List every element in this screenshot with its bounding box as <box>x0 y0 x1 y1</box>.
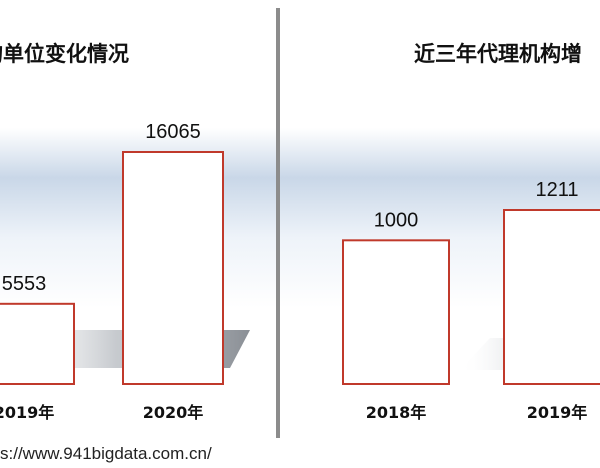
chart-title-right: 近三年代理机构增 <box>414 42 582 66</box>
data-label: 1000 <box>374 209 419 231</box>
category-label: 2020年 <box>143 403 204 422</box>
bar-2019年 <box>503 209 600 385</box>
category-label: 2018年 <box>366 403 427 422</box>
bar-2019年 <box>0 302 75 385</box>
data-label: 5553 <box>2 273 47 295</box>
data-label: 16065 <box>145 121 201 143</box>
data-label: 1211 <box>535 179 578 201</box>
chart-panel-right: 近三年代理机构增 1000 2018年 1211 2019年 <box>278 8 600 438</box>
bar-chart-right: 1000 2018年 1211 2019年 <box>342 179 600 422</box>
chart-title-left: 构单位变化情况 <box>0 42 129 66</box>
chart-panel-left: 构单位变化情况 5553 2019年 16065 2020年 <box>0 8 278 438</box>
category-label: 2019年 <box>527 403 588 422</box>
bar-2020年 <box>122 151 224 385</box>
source-url: s://www.941bigdata.com.cn/ <box>0 444 212 463</box>
category-label: 2019年 <box>0 403 54 422</box>
bar-2018年 <box>342 239 450 385</box>
bar-chart-left: 5553 2019年 16065 2020年 <box>0 121 250 422</box>
